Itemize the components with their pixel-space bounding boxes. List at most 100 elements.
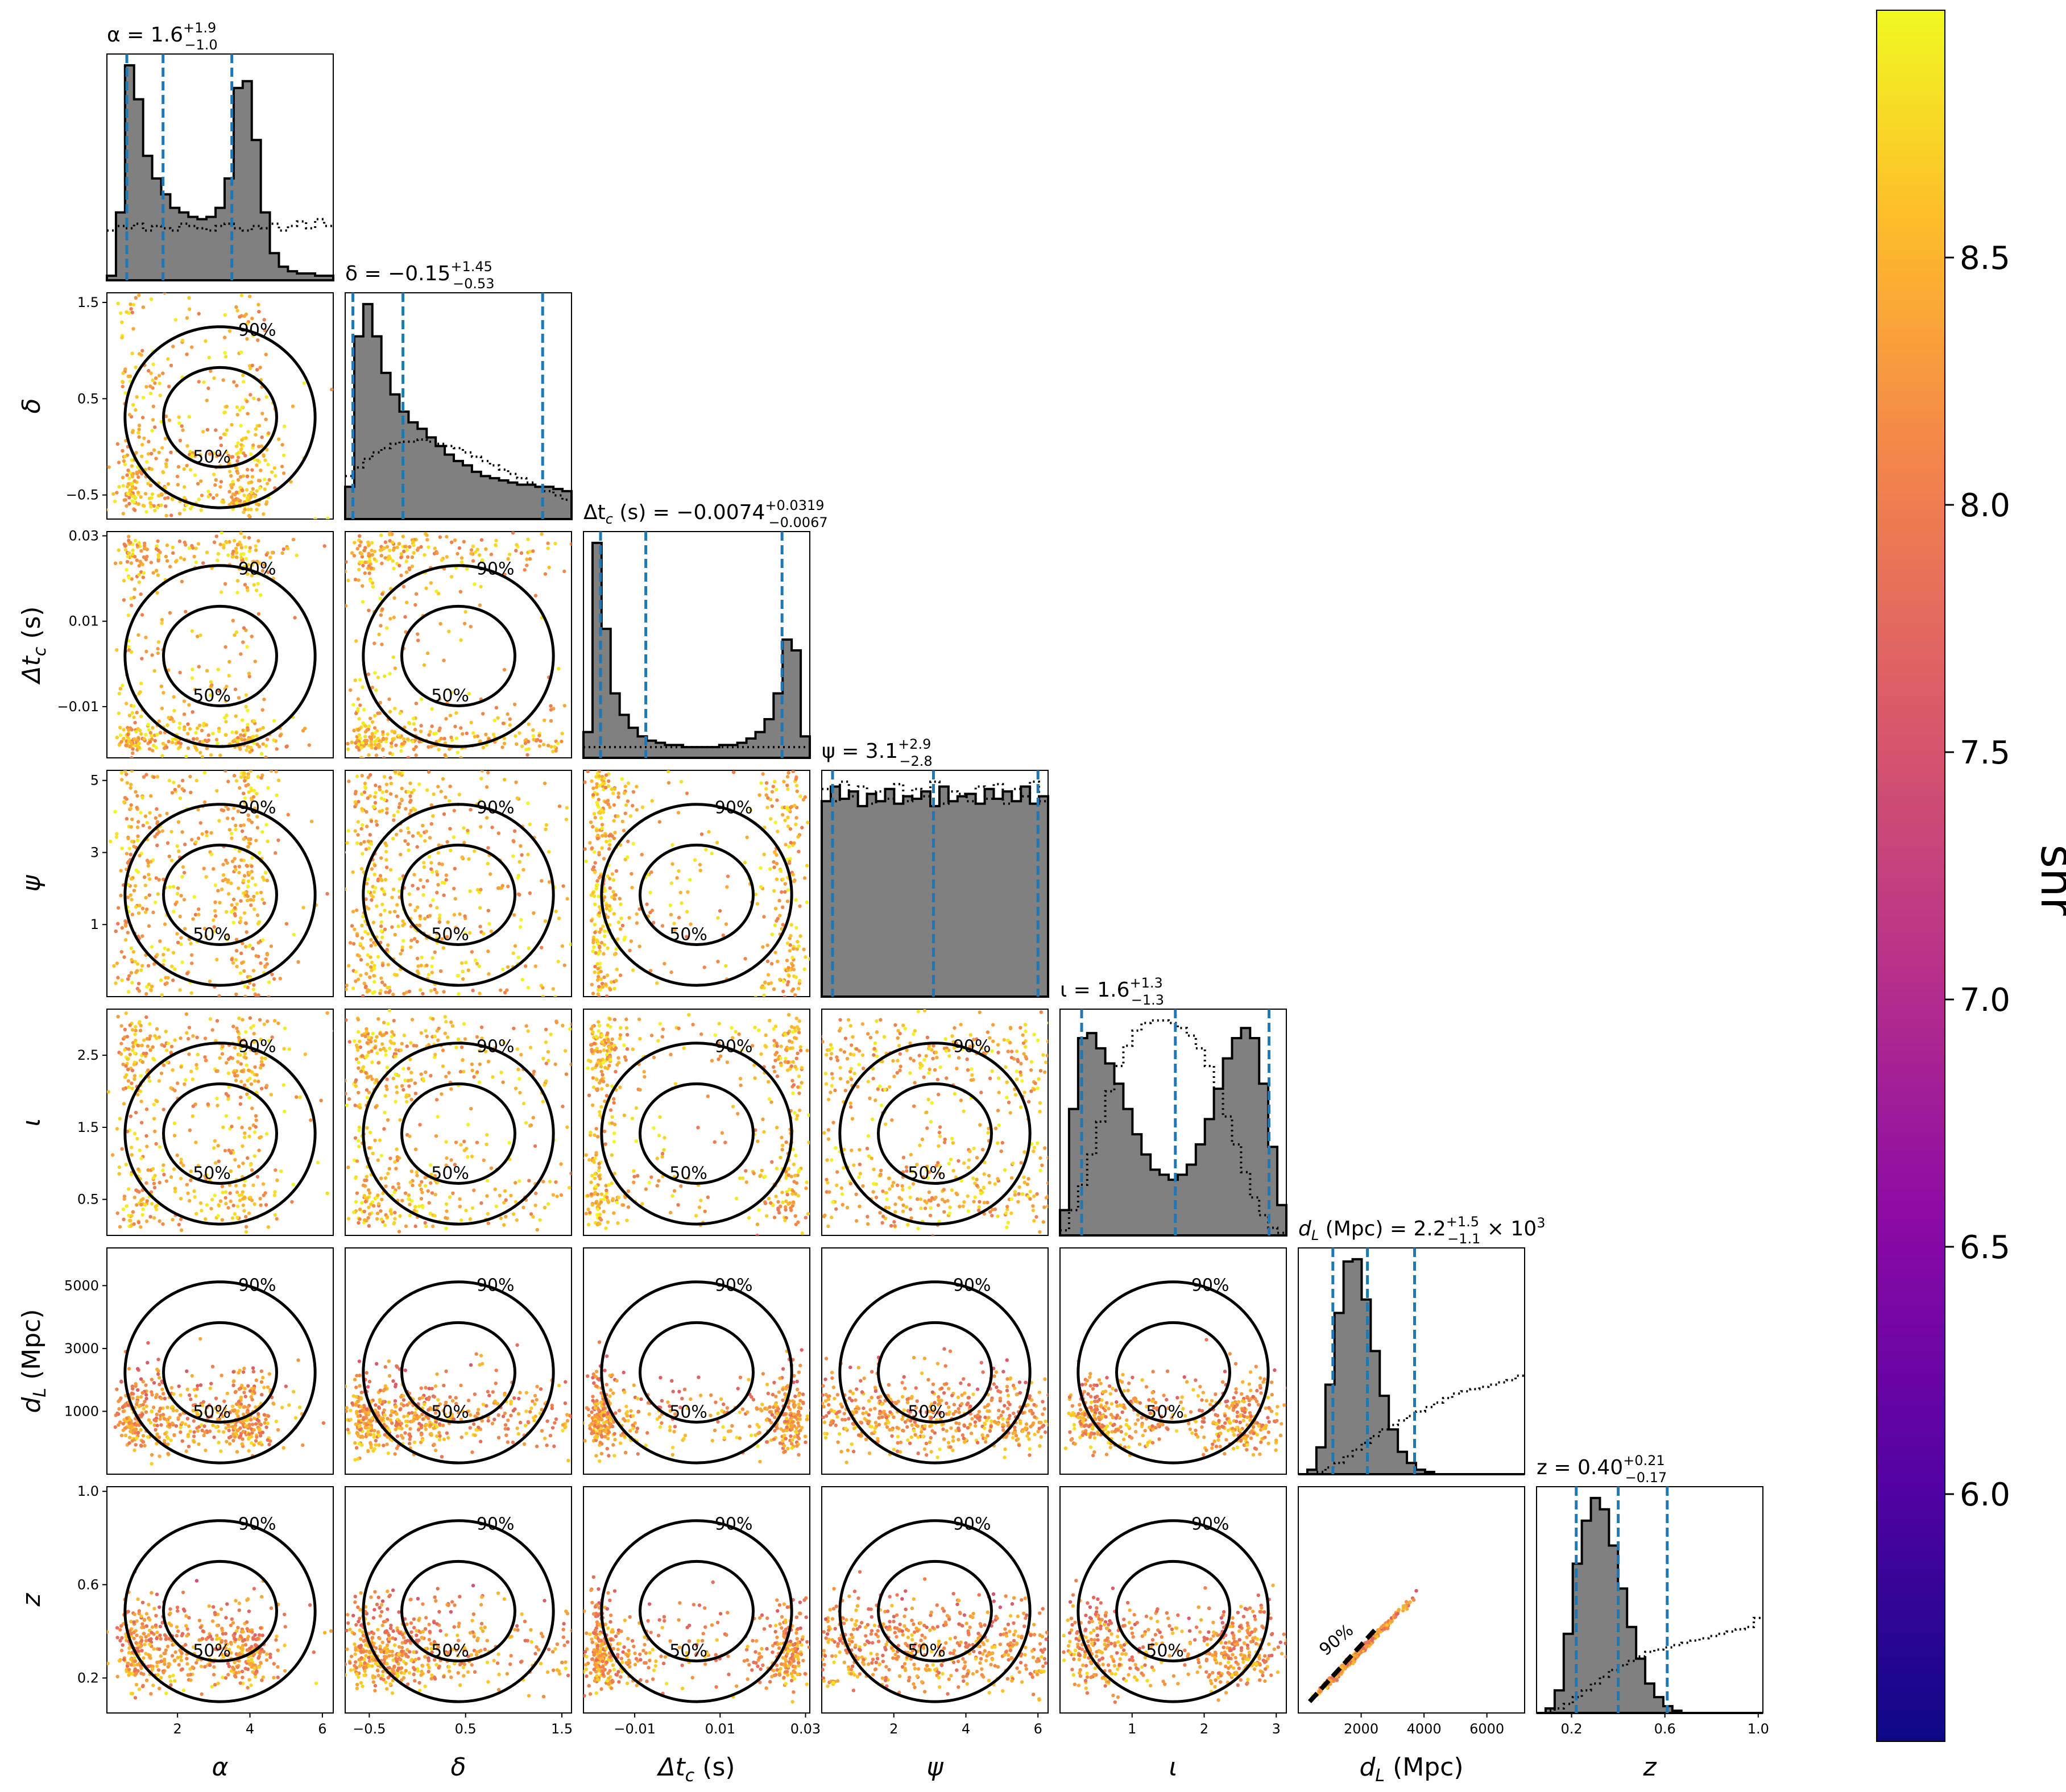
scatter-point [475,1035,479,1039]
scatter-point [373,800,378,805]
scatter-point [125,1035,129,1039]
scatter-point [127,974,131,978]
scatter-point [831,1121,835,1125]
scatter-point [624,1058,628,1062]
scatter-point [485,1142,488,1147]
scatter-point [541,1180,545,1184]
scatter-point [477,890,482,894]
scatter-point [179,741,183,746]
scatter-point [256,539,260,543]
scatter-point [561,1023,565,1028]
scatter-point [131,302,136,307]
scatter-point [753,995,757,997]
scatter-point [259,1038,263,1042]
scatter-point [153,508,157,513]
scatter-point [612,803,616,807]
scatter-point [437,1026,441,1031]
scatter-point [457,546,462,550]
scatter-point [425,1034,429,1039]
scatter-point [808,957,810,961]
scatter-point [424,829,428,833]
scatter-point [367,907,371,911]
scatter-point [145,985,149,989]
scatter-point [773,1024,778,1028]
scatter-point [786,787,790,791]
scatter-point [212,918,216,922]
scatter-point [415,845,419,849]
scatter-point [157,1079,162,1083]
scatter-point [596,1208,600,1212]
scatter-point [694,1214,698,1218]
scatter-point [243,779,247,783]
scatter-point [785,806,789,810]
scatter-point [143,910,148,914]
scatter-point [246,772,250,776]
scatter-point [791,1060,796,1064]
scatter-point [417,782,421,786]
scatter-point [241,1197,245,1201]
scatter-point [179,1161,183,1165]
scatter-point [401,1067,405,1071]
scatter-point [227,470,232,474]
scatter-point [543,1083,546,1087]
scatter-point [470,950,474,954]
scatter-point [249,770,253,773]
scatter-point [401,939,405,943]
scatter-point [198,453,202,457]
scatter-point [543,572,548,576]
scatter-point [157,719,161,723]
scatter-point [444,873,449,877]
scatter-point [155,732,159,737]
scatter-point [179,1176,183,1181]
scatter-point [368,1130,372,1135]
scatter-point [255,1073,259,1077]
scatter-point [133,479,136,483]
scatter-point [192,737,196,741]
scatter-point [360,1033,365,1038]
scatter-point [380,887,384,891]
scatter-point [797,1027,801,1031]
scatter-point [620,923,625,928]
scatter-point [753,892,758,897]
scatter-point [444,1140,448,1144]
scatter-point [770,932,775,936]
scatter-point [445,935,449,939]
scatter-point [127,1213,131,1218]
scatter-point [516,1067,520,1072]
scatter-point [410,555,415,559]
scatter-point [301,906,305,910]
scatter-point [560,732,564,736]
scatter-point [223,1190,228,1194]
scatter-point [471,559,475,563]
scatter-point [409,1078,413,1082]
scatter-point [806,1212,810,1216]
scatter-point [175,891,180,896]
contour-label-90: 90% [238,321,276,341]
scatter-point [187,1036,191,1041]
scatter-point [355,908,359,912]
scatter-point [480,770,484,773]
scatter-point [549,1032,553,1036]
scatter-point [768,1019,772,1023]
scatter-point [218,901,222,905]
scatter-point [1019,1073,1023,1077]
scatter-point [618,1033,623,1037]
scatter-point [781,923,785,927]
scatter-point [296,960,300,964]
scatter-point [257,424,262,428]
scatter-point [1036,1038,1040,1043]
scatter-point [241,1203,245,1208]
scatter-point [126,1057,130,1061]
scatter-point [606,802,610,806]
scatter-point [362,981,366,986]
scatter-point [441,1064,445,1068]
scatter-point [132,1063,136,1067]
scatter-point [107,1090,110,1094]
scatter-point [130,1214,134,1218]
scatter-point [593,1049,597,1053]
scatter-point [784,843,788,847]
scatter-point [160,621,164,625]
scatter-point [591,935,596,939]
scatter-point [606,1038,610,1042]
scatter-point [593,923,597,927]
